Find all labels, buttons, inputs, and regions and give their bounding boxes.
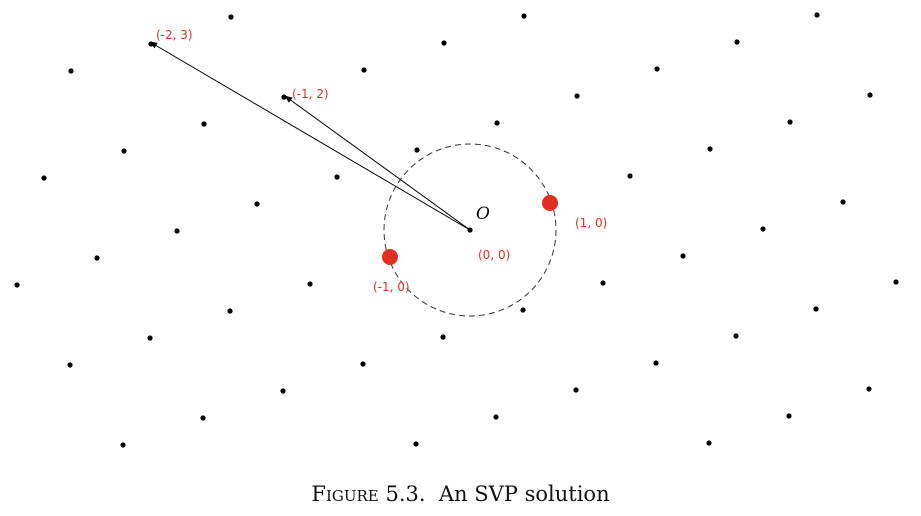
lattice-point [653, 360, 659, 366]
lattice-point [334, 174, 340, 180]
lattice-point [600, 280, 606, 286]
lattice-point [413, 441, 419, 447]
lattice-point [840, 199, 846, 205]
lattice-point [814, 12, 820, 18]
origin-point [467, 227, 473, 233]
lattice-point [787, 119, 793, 125]
caption-prefix: Figure [311, 482, 379, 506]
lattice-point [201, 121, 207, 127]
lattice-point [574, 93, 580, 99]
label-0-0: (0, 0) [478, 248, 510, 262]
lattice-point [813, 306, 819, 312]
lattice-point [760, 226, 766, 232]
lattice-point [254, 201, 260, 207]
figure-caption: Figure 5.3. An SVP solution [0, 482, 921, 506]
lattice-point [893, 279, 899, 285]
lattice-point [706, 440, 712, 446]
lattice-point [94, 255, 100, 261]
vector-arrow-minus2-3 [149, 41, 471, 231]
lattice-point [786, 413, 792, 419]
vector-arrow-minus1-2 [284, 95, 471, 231]
lattice-point [120, 442, 126, 448]
lattice-point [280, 388, 286, 394]
lattice-point [414, 147, 420, 153]
lattice-point [573, 387, 579, 393]
lattice-point [654, 66, 660, 72]
solution-point-1-0 [542, 195, 558, 211]
shortest-vector-circle [383, 143, 557, 317]
lattice-points [14, 12, 899, 448]
lattice-point [121, 148, 127, 154]
lattice-point [67, 362, 73, 368]
lattice-point [174, 228, 180, 234]
lattice-point [680, 253, 686, 259]
lattice-point [228, 14, 234, 20]
lattice-point [734, 39, 740, 45]
lattice-point [866, 386, 872, 392]
lattice-point [227, 308, 233, 314]
lattice-point [494, 120, 500, 126]
lattice-point [521, 13, 527, 19]
lattice-point [41, 175, 47, 181]
lattice-point [493, 414, 499, 420]
lattice-point [360, 361, 366, 367]
label-minus1-0: (-1, 0) [373, 280, 410, 294]
caption-text: An SVP solution [438, 482, 610, 506]
caption-number: 5.3. [385, 482, 426, 506]
lattice-point [68, 68, 74, 74]
lattice-diagram: O (0, 0) (1, 0) (-1, 0) (-1, 2) (-2, 3) [14, 12, 899, 448]
lattice-point [307, 281, 313, 287]
lattice-point [733, 333, 739, 339]
origin-label: O [476, 204, 490, 224]
lattice-point [147, 335, 153, 341]
label-minus1-2: (-1, 2) [292, 87, 329, 101]
lattice-point [867, 92, 873, 98]
lattice-point [440, 334, 446, 340]
label-minus2-3: (-2, 3) [156, 28, 193, 42]
lattice-point [520, 307, 526, 313]
lattice-point [200, 415, 206, 421]
lattice-point [441, 40, 447, 46]
label-1-0: (1, 0) [575, 216, 607, 230]
lattice-point [707, 146, 713, 152]
solution-point-minus1-0 [382, 249, 398, 265]
lattice-point [14, 282, 20, 288]
lattice-point [627, 173, 633, 179]
lattice-point [361, 67, 367, 73]
